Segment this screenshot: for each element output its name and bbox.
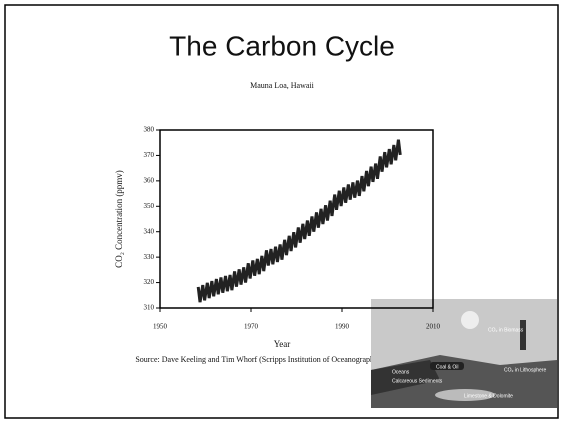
slide-title: The Carbon Cycle bbox=[169, 30, 395, 61]
inset-label: CO₂ in Biomass bbox=[488, 327, 524, 333]
y-axis-label: CO₂ Concentration (ppmv) bbox=[114, 170, 124, 268]
inset-stack bbox=[520, 320, 526, 350]
source: Source: Dave Keeling and Tim Whorf (Scri… bbox=[135, 355, 381, 364]
y-tick-label: 310 bbox=[144, 304, 155, 312]
y-tick-label: 380 bbox=[144, 126, 155, 134]
x-axis-label: Year bbox=[274, 339, 291, 349]
inset-sun bbox=[461, 311, 479, 329]
y-tick-label: 350 bbox=[144, 202, 155, 210]
y-tick-label: 320 bbox=[144, 278, 155, 286]
inset-diagram bbox=[371, 299, 557, 408]
plot-frame bbox=[159, 129, 434, 309]
x-tick-label: 1970 bbox=[244, 323, 259, 331]
inset-rock bbox=[435, 389, 495, 401]
y-tick-label: 330 bbox=[144, 253, 155, 261]
inset-label: CO₂ in Lithosphere bbox=[504, 367, 546, 373]
inset-label: Limestone & Dolomite bbox=[464, 393, 513, 399]
co2-line bbox=[196, 139, 402, 303]
inset-label: Coal & Oil bbox=[436, 364, 459, 370]
y-tick-label: 370 bbox=[144, 151, 155, 159]
inset-label: Calcareous Sediments bbox=[392, 378, 443, 384]
inset-label: Oceans bbox=[392, 369, 410, 375]
x-tick-label: 1990 bbox=[335, 323, 350, 331]
x-tick-label: 1950 bbox=[153, 323, 168, 331]
chart-title: Mauna Loa, Hawaii bbox=[250, 81, 315, 90]
inset-coal bbox=[430, 362, 464, 370]
x-tick-label: 2010 bbox=[426, 323, 441, 331]
inset-ocean bbox=[371, 360, 440, 395]
y-tick-label: 340 bbox=[144, 227, 155, 235]
y-tick-label: 360 bbox=[144, 176, 155, 184]
